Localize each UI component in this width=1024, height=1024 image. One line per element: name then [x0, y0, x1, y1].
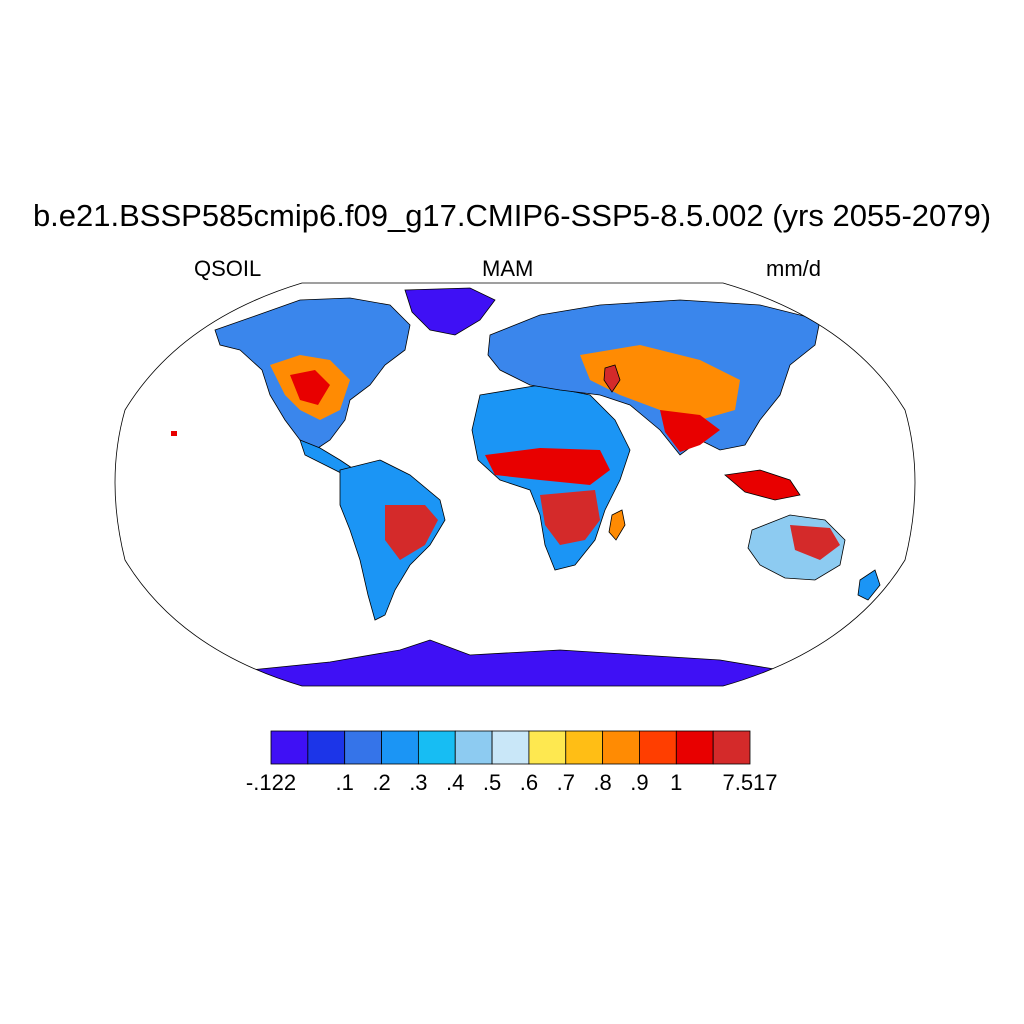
colorbar-label-0: -.122 [245, 770, 297, 795]
plot-title: b.e21.BSSP585cmip6.f09_g17.CMIP6-SSP5-8.… [32, 198, 992, 233]
africa-sahel-hot [485, 448, 610, 485]
colorbar-box-12 [712, 730, 751, 765]
colorbar-label-6: .6 [519, 770, 539, 795]
colorbar-box-1 [307, 730, 346, 765]
colorbar-label-11: 7.517 [722, 770, 778, 795]
colorbar-box-6 [491, 730, 530, 765]
colorbar-label-3: .3 [409, 770, 428, 795]
map-outline [114, 282, 916, 687]
season-label: MAM [482, 256, 534, 281]
north-america-hot [290, 370, 330, 405]
colorbar-label-9: .9 [630, 770, 649, 795]
colorbar-label-1: .1 [335, 770, 354, 795]
africa-south-hot [540, 490, 600, 545]
new-zealand [857, 569, 881, 601]
colorbar-box-9 [602, 730, 640, 765]
eurasia-warm [580, 345, 740, 420]
colorbar-label-8: .8 [593, 770, 612, 795]
south-america-hot [385, 505, 438, 560]
colorbar-box-11 [675, 730, 714, 765]
colorbar-label-4: .4 [446, 770, 465, 795]
variable-name: QSOIL [194, 256, 262, 281]
units-label: mm/d [766, 256, 821, 281]
land-layer [171, 287, 881, 686]
colorbar-box-5 [454, 730, 493, 765]
colorbar-box-4 [417, 730, 456, 765]
greenland [404, 287, 496, 336]
colorbar-label-5: .5 [482, 770, 502, 795]
colorbar-label-10: 1 [670, 770, 683, 795]
caspian-hot [603, 364, 621, 393]
antarctica [249, 639, 781, 686]
colorbar-label-7: .7 [556, 770, 575, 795]
madagascar [608, 509, 626, 541]
southeast-asia [724, 469, 801, 501]
colorbar-box-0 [270, 730, 309, 765]
hawaii [171, 431, 177, 436]
colorbar-box-10 [639, 730, 677, 765]
india-hot [660, 410, 720, 452]
colorbar-box-3 [381, 730, 419, 765]
colorbar-label-2: .2 [372, 770, 391, 795]
colorbar-box-7 [528, 730, 567, 765]
colorbar-box-2 [344, 730, 382, 765]
colorbar-box-8 [565, 730, 604, 765]
australia-hot [790, 525, 840, 560]
